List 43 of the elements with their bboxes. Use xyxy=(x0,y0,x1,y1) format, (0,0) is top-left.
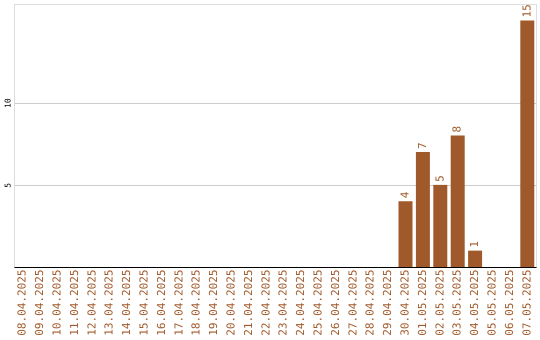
x-tick-label: 14.04.2025 xyxy=(120,270,134,336)
x-tick-label: 13.04.2025 xyxy=(102,270,116,336)
y-tick-label: 10 xyxy=(4,98,12,108)
x-tick-label: 17.04.2025 xyxy=(172,270,186,336)
x-tick-label: 07.05.2025 xyxy=(520,270,534,336)
x-tick-label: 02.05.2025 xyxy=(433,270,446,336)
bar xyxy=(398,201,412,267)
x-tick-label: 26.04.2025 xyxy=(328,270,342,336)
x-tick-label: 25.04.2025 xyxy=(312,270,324,336)
data-label: 5 xyxy=(433,175,446,182)
x-tick-label: 06.05.2025 xyxy=(502,270,516,336)
x-tick-label: 05.05.2025 xyxy=(486,270,498,336)
x-tick-label: 08.04.2025 xyxy=(16,270,29,336)
data-label: 1 xyxy=(468,240,482,248)
x-tick-label: 10.04.2025 xyxy=(50,270,64,336)
x-tick-label: 18.04.2025 xyxy=(190,270,203,336)
bar xyxy=(450,136,465,267)
x-tick-label: 21.04.2025 xyxy=(242,270,255,336)
x-tick-label: 19.04.2025 xyxy=(207,270,220,336)
bar xyxy=(416,152,430,267)
data-label: 8 xyxy=(450,126,464,132)
data-label: 15 xyxy=(520,4,534,18)
x-tick-label: 23.04.2025 xyxy=(276,270,290,336)
x-tick-label: 27.04.2025 xyxy=(346,270,360,336)
x-tick-label: 04.05.2025 xyxy=(468,270,482,336)
x-tick-label: 09.04.2025 xyxy=(33,270,46,336)
x-tick-label: 11.04.2025 xyxy=(68,270,81,336)
bar xyxy=(433,184,448,267)
x-tick-label: 12.04.2025 xyxy=(85,270,98,336)
x-tick-label: 15.04.2025 xyxy=(138,270,150,336)
x-tick-label: 22.04.2025 xyxy=(259,270,272,336)
x-tick-label: 03.05.2025 xyxy=(450,270,464,336)
data-label: 4 xyxy=(398,191,412,198)
x-tick-label: 28.04.2025 xyxy=(364,270,377,336)
x-tick-label: 16.04.2025 xyxy=(154,270,168,336)
x-tick-label: 30.04.2025 xyxy=(398,270,412,336)
data-label: 7 xyxy=(416,142,429,149)
bar xyxy=(468,250,482,267)
bar xyxy=(520,20,534,267)
x-tick-label: 29.04.2025 xyxy=(381,270,394,336)
x-tick-label: 24.04.2025 xyxy=(294,270,308,336)
x-tick-label: 20.04.2025 xyxy=(224,270,238,336)
x-tick-label: 01.05.2025 xyxy=(416,270,429,336)
